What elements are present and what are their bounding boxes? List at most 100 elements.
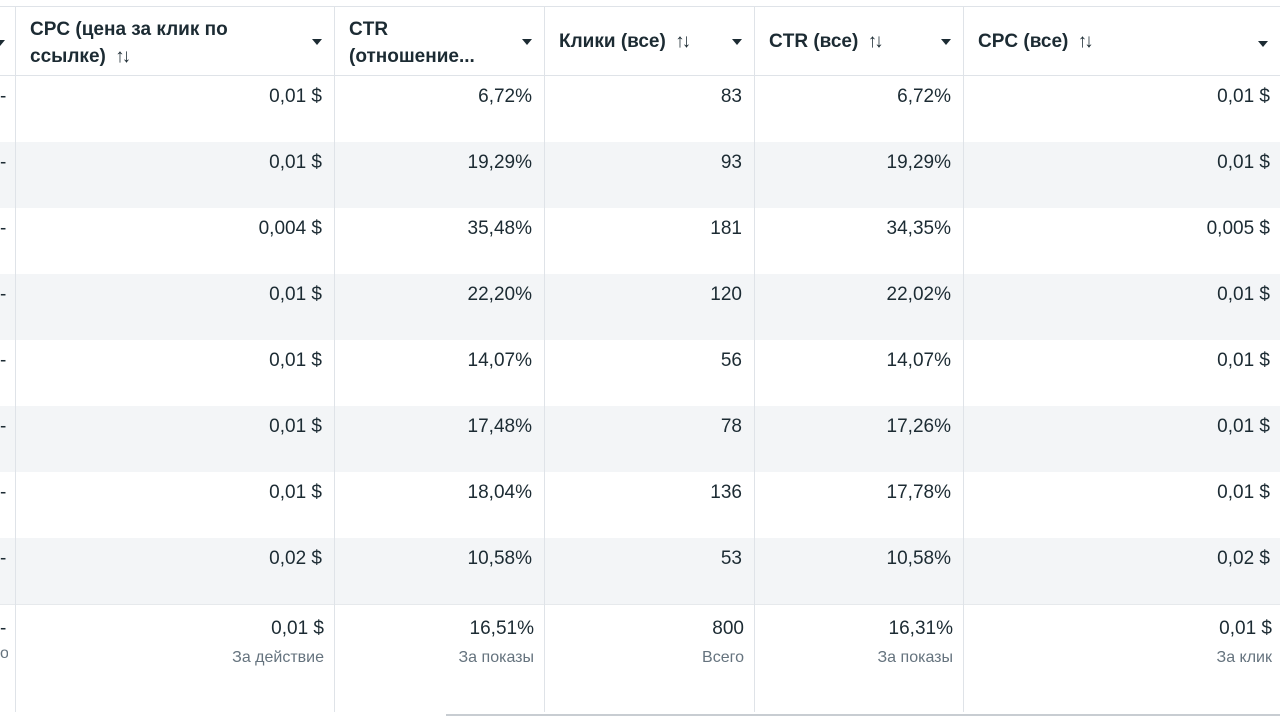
totals-caption: За клик (1216, 649, 1272, 666)
sort-icon[interactable]: ↑↓ (675, 31, 691, 52)
cpc-link-cell: 0,004 $ (258, 218, 322, 239)
ctr-all-cell: 10,58% (886, 548, 951, 569)
row-lead-cell: - (0, 548, 6, 569)
sort-icon[interactable]: ↑↓ (1077, 31, 1094, 52)
clicks-all-cell: 56 (720, 350, 742, 371)
ctr-link-cell: 18,04% (467, 482, 532, 503)
caret-down-icon[interactable] (941, 39, 951, 45)
totals-ctr-all-cell: 16,31% За показы (755, 604, 963, 670)
column-divider (544, 6, 545, 712)
clicks-all-cell: 78 (720, 416, 742, 437)
column-header-cpc-link[interactable]: CPC (цена за клик по ссылке) ↑↓ (16, 6, 334, 76)
column-header-label: CPC (цена за клик по ссылке) (30, 19, 228, 67)
totals-ctr-link-cell: 16,51% За показы (335, 604, 544, 670)
ctr-all-cell: 19,29% (886, 152, 951, 173)
cpc-link-cell: 0,01 $ (269, 86, 322, 107)
clicks-all-cell: 83 (720, 86, 742, 107)
row-lead-cell: - (0, 218, 6, 239)
ctr-link-cell: 6,72% (478, 86, 532, 107)
column-header-label: CTR (все) (769, 31, 859, 52)
cpc-all-cell: 0,005 $ (1206, 218, 1270, 239)
totals-value: 0,01 $ (271, 618, 324, 639)
row-lead-cell: - (0, 86, 6, 107)
table-row: - 0,02 $ 10,58% 53 10,58% 0,02 $ (0, 538, 1280, 604)
sort-icon[interactable]: ↑↓ (867, 31, 884, 52)
ctr-all-cell: 14,07% (886, 350, 951, 371)
row-lead-cell: - (0, 416, 6, 437)
cpc-all-cell: 0,01 $ (1217, 482, 1270, 503)
cpc-all-cell: 0,01 $ (1217, 284, 1270, 305)
totals-value: 800 (712, 618, 744, 639)
ctr-link-cell: 10,58% (467, 548, 532, 569)
caret-down-icon[interactable] (312, 39, 322, 45)
totals-value: 16,31% (888, 618, 953, 639)
table-row: - 0,01 $ 14,07% 56 14,07% 0,01 $ (0, 340, 1280, 406)
cpc-link-cell: 0,01 $ (269, 482, 322, 503)
cpc-all-cell: 0,01 $ (1217, 350, 1270, 371)
table-row: - 0,004 $ 35,48% 181 34,35% 0,005 $ (0, 208, 1280, 274)
cpc-link-cell: 0,01 $ (269, 284, 322, 305)
clicks-all-cell: 136 (710, 482, 742, 503)
row-lead-cell: - (0, 152, 6, 173)
column-divider (334, 6, 335, 712)
row-lead-cell: - (0, 482, 6, 503)
caret-down-icon[interactable] (522, 39, 532, 45)
row-lead-cell: - (0, 284, 6, 305)
column-divider (754, 6, 755, 712)
ctr-link-cell: 22,20% (467, 284, 532, 305)
column-divider (963, 6, 964, 712)
ctr-all-cell: 34,35% (886, 218, 951, 239)
clicks-all-cell: 120 (710, 284, 742, 305)
ctr-link-cell: 14,07% (467, 350, 532, 371)
clicks-all-cell: 53 (720, 548, 742, 569)
header-top-divider (0, 6, 1280, 7)
table-row: - 0,01 $ 22,20% 120 22,02% 0,01 $ (0, 274, 1280, 340)
ctr-all-cell: 17,26% (886, 416, 951, 437)
caret-down-icon[interactable] (0, 40, 5, 46)
table-row: - 0,01 $ 19,29% 93 19,29% 0,01 $ (0, 142, 1280, 208)
totals-lead-caption: о (0, 645, 8, 662)
row-lead-cell: - (0, 350, 6, 371)
column-header-clicks-all[interactable]: Клики (все) ↑↓ (545, 6, 754, 76)
totals-caption: За действие (232, 649, 324, 666)
totals-lead-cell: - (0, 618, 6, 639)
totals-value: 0,01 $ (1219, 618, 1272, 639)
sort-icon[interactable]: ↑↓ (115, 46, 131, 67)
table-row: - 0,01 $ 6,72% 83 6,72% 0,01 $ (0, 76, 1280, 142)
clicks-all-cell: 181 (710, 218, 742, 239)
ctr-all-cell: 17,78% (886, 482, 951, 503)
totals-cpc-all-cell: 0,01 $ За клик (964, 604, 1280, 670)
caret-down-icon[interactable] (1258, 41, 1268, 47)
clicks-all-cell: 93 (720, 152, 742, 173)
totals-caption: Всего (702, 649, 744, 666)
cpc-link-cell: 0,01 $ (269, 350, 322, 371)
ctr-all-cell: 22,02% (886, 284, 951, 305)
cpc-all-cell: 0,01 $ (1217, 86, 1270, 107)
totals-value: 16,51% (469, 618, 534, 639)
totals-cpc-link-cell: 0,01 $ За действие (16, 604, 334, 670)
cpc-link-cell: 0,01 $ (269, 416, 322, 437)
cpc-all-cell: 0,01 $ (1217, 152, 1270, 173)
totals-caption: За показы (877, 649, 953, 666)
totals-caption: За показы (458, 649, 534, 666)
ctr-link-cell: 19,29% (467, 152, 532, 173)
cpc-link-cell: 0,02 $ (269, 548, 322, 569)
column-header-label: Клики (все) (559, 31, 666, 52)
column-header-cpc-all[interactable]: CPC (все) ↑↓ (964, 6, 1280, 76)
caret-down-icon[interactable] (732, 39, 742, 45)
column-header-label: CPC (все) (978, 31, 1069, 52)
totals-row: - 0,01 $ За действие 16,51% За показы 80… (0, 604, 1280, 712)
column-header-ctr-link[interactable]: CTR (отношение... (335, 6, 544, 76)
column-header-ctr-all[interactable]: CTR (все) ↑↓ (755, 6, 963, 76)
table-row: - 0,01 $ 17,48% 78 17,26% 0,01 $ (0, 406, 1280, 472)
totals-clicks-all-cell: 800 Всего (545, 604, 754, 670)
ctr-link-cell: 17,48% (467, 416, 532, 437)
horizontal-scrollbar[interactable] (446, 714, 1280, 716)
ctr-all-cell: 6,72% (897, 86, 951, 107)
header-bottom-divider (0, 75, 1280, 76)
totals-divider (0, 604, 1280, 605)
cpc-link-cell: 0,01 $ (269, 152, 322, 173)
cpc-all-cell: 0,01 $ (1217, 416, 1270, 437)
cpc-all-cell: 0,02 $ (1217, 548, 1270, 569)
